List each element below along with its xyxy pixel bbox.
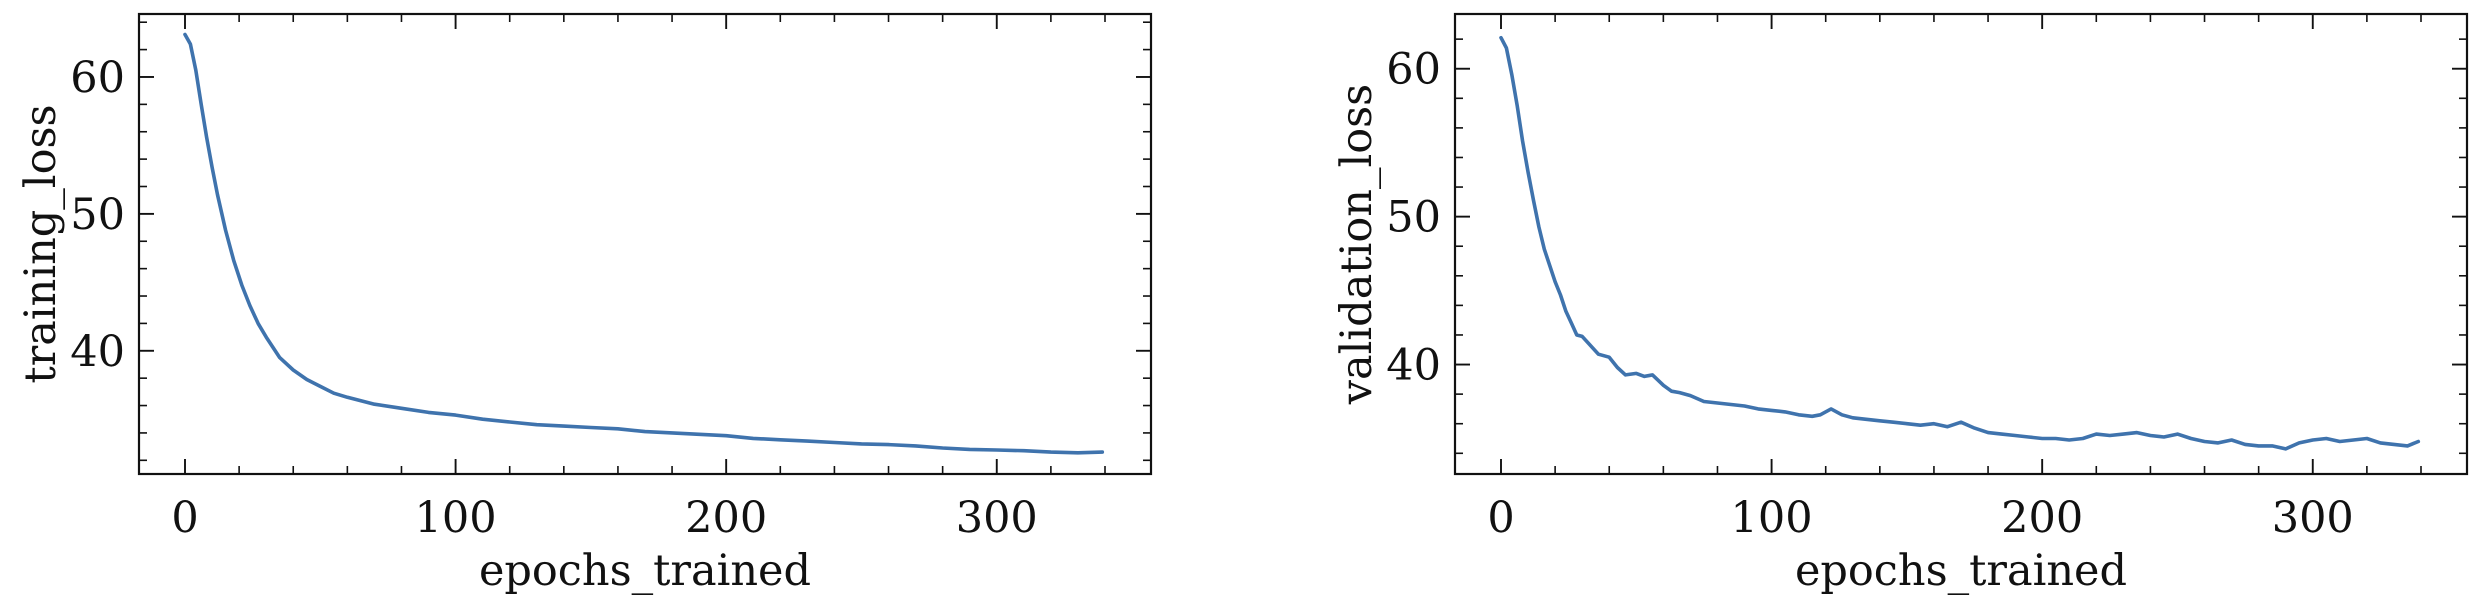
validation-loss-panel: 0 100 200 300 40 50 60 epochs_trained validation… [1332, 12, 2469, 596]
panel0-y-tick-label: 50 [70, 190, 125, 240]
panel1-series-line-0 [1499, 35, 2421, 451]
panel0-y-axis-label: training_loss [16, 104, 66, 383]
panel0-y-tick-label: 40 [70, 327, 125, 377]
panel1-y-tick-label: 50 [1386, 193, 1441, 243]
panel0-x-tick-label: 0 [171, 493, 198, 543]
panel0-series-line-0 [183, 32, 1105, 455]
panel1-plot-frame [1453, 12, 2469, 476]
panel0-x-tick-label: 300 [956, 493, 1038, 543]
panel1-y-axis-label: validation_loss [1332, 84, 1382, 405]
panel0-x-axis-label: epochs_trained [479, 546, 811, 596]
panel0-plot-frame [137, 12, 1153, 476]
panel1-x-tick-label: 200 [2001, 493, 2083, 543]
panel0-x-tick-label: 100 [415, 493, 497, 543]
panel0-y-tick-label: 60 [70, 53, 125, 103]
panel0-x-tick-label: 200 [685, 493, 767, 543]
panel1-y-tick-label: 40 [1386, 341, 1441, 391]
panel1-x-tick-label: 0 [1487, 493, 1514, 543]
panel1-x-tick-label: 100 [1731, 493, 1813, 543]
panel1-x-axis-label: epochs_trained [1795, 546, 2127, 596]
training-loss-panel: 0 100 200 300 40 50 60 epochs_trained training_l… [16, 12, 1153, 596]
panel1-y-tick-label: 60 [1386, 45, 1441, 95]
panel1-x-tick-label: 300 [2272, 493, 2354, 543]
